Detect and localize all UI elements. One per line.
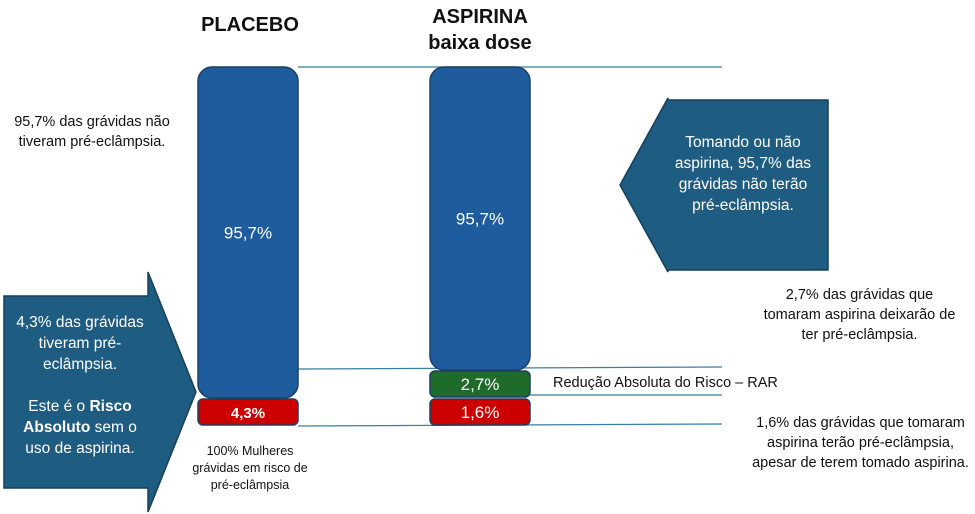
left-arrow-text-p2a: Este é o <box>28 398 90 415</box>
aspirina-header-line2: baixa dose <box>428 32 532 54</box>
placebo-header: PLACEBO <box>201 14 299 36</box>
right-arrow-shape <box>619 97 829 273</box>
bar-1-segment-2 <box>429 398 531 426</box>
note-bottom-center: 100% Mulheres grávidas em risco de pré-e… <box>192 444 308 492</box>
right-arrow-text: Tomando ou não aspirina, 95,7% das grávi… <box>674 134 812 214</box>
note-left-top: 95,7% das grávidas não tiveram pré-eclâm… <box>14 114 170 150</box>
note-right-mid: 2,7% das grávidas que tomaram aspirina d… <box>763 287 956 343</box>
left-arrow-text-p1: 4,3% das grávidas tiveram pré-eclâmpsia. <box>16 314 144 373</box>
bar-0-label-2: 4,3% <box>231 405 265 422</box>
note-right-bottom: 1,6% das grávidas que tomaram aspirina t… <box>752 415 969 471</box>
risco-absoluto-bold: Risco Absoluto <box>23 398 132 436</box>
aspirina-header-line1: ASPIRINA <box>432 6 528 28</box>
aspirina-header: ASPIRINA baixa dose <box>400 4 560 56</box>
bar-1-label-1: 2,7% <box>461 375 500 394</box>
left-arrow-text: 4,3% das grávidas tiveram pré-eclâmpsia.… <box>10 312 150 459</box>
left-arrow-text-p2b: sem o uso de aspirina. <box>25 419 137 457</box>
rar-label: Redução Absoluta do Risco – RAR <box>553 375 778 391</box>
left-arrow-shape <box>3 271 197 513</box>
bar-1-label-0: 95,7% <box>456 210 504 229</box>
bar-0-segment-0 <box>197 66 299 399</box>
bar-0-segment-2 <box>197 398 299 426</box>
bar-1-label-2: 1,6% <box>461 403 500 422</box>
bar-0-label-0: 95,7% <box>224 224 272 243</box>
bar-1-segment-1 <box>429 370 531 398</box>
bar-1-segment-0 <box>429 66 531 371</box>
left-arrow-text-p2: Este é o Risco Absoluto sem o uso de asp… <box>10 396 150 459</box>
